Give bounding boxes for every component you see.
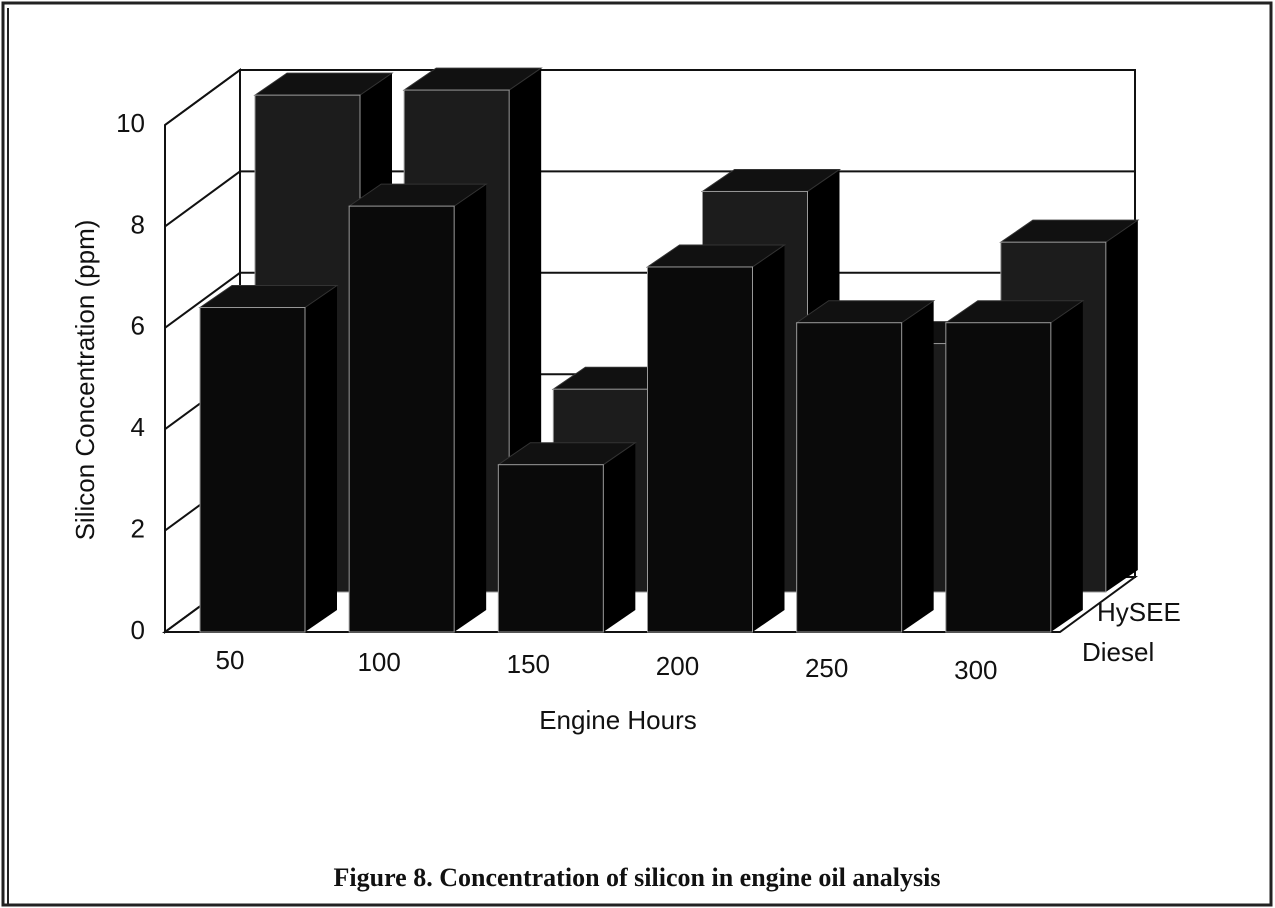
bar xyxy=(945,322,1052,633)
x-tick-label: 300 xyxy=(954,655,997,685)
y-axis-title: Silicon Concentration (ppm) xyxy=(70,220,100,541)
bar xyxy=(199,307,306,633)
x-tick-label: 50 xyxy=(216,645,245,675)
bar xyxy=(348,205,455,633)
legend-label: Diesel xyxy=(1082,637,1154,667)
x-tick-label: 200 xyxy=(656,651,699,681)
x-axis-title: Engine Hours xyxy=(539,705,697,735)
y-tick-label: 2 xyxy=(131,513,145,543)
bar-side xyxy=(454,184,487,632)
y-tick-label: 0 xyxy=(131,615,145,645)
bar-side xyxy=(901,300,934,632)
caption: Figure 8. Concentration of silicon in en… xyxy=(334,863,941,892)
legend-label: HySEE xyxy=(1097,597,1181,627)
bar-side xyxy=(603,442,636,632)
x-tick-label: 250 xyxy=(805,653,848,683)
y-tick-label: 6 xyxy=(131,311,145,341)
grid-line xyxy=(164,69,1135,126)
bar xyxy=(796,322,903,633)
y-tick-label: 10 xyxy=(116,108,145,138)
x-tick-label: 100 xyxy=(357,647,400,677)
y-tick-label: 4 xyxy=(131,412,145,442)
bar xyxy=(647,266,753,633)
bar-side xyxy=(1105,220,1138,593)
bar xyxy=(497,464,604,633)
bar-side xyxy=(752,244,785,632)
bar-side xyxy=(305,285,337,632)
y-tick-label: 8 xyxy=(131,209,145,239)
x-tick-label: 150 xyxy=(507,649,550,679)
bar-side xyxy=(1050,300,1083,632)
